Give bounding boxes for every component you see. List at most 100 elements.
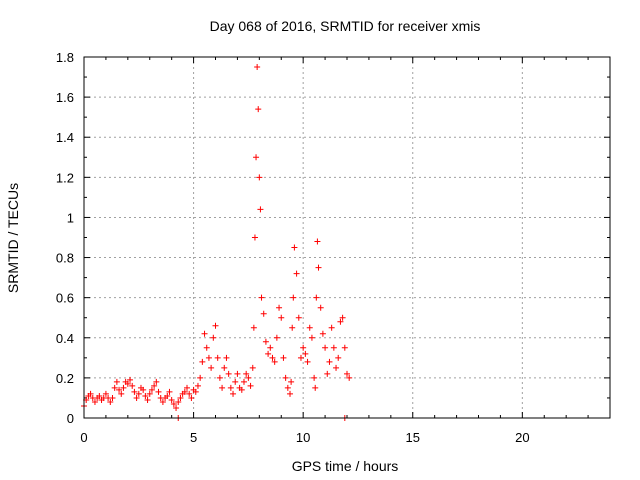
data-point	[133, 394, 140, 401]
data-point	[155, 388, 162, 395]
y-tick-label: 1.2	[56, 170, 74, 185]
data-point	[273, 334, 280, 341]
data-point	[260, 310, 267, 317]
data-point	[135, 390, 142, 397]
data-point	[302, 350, 309, 357]
data-point	[287, 390, 294, 397]
data-point	[212, 322, 219, 329]
y-tick-label: 0.4	[56, 331, 74, 346]
data-point	[284, 384, 291, 391]
data-point	[297, 354, 304, 361]
data-point	[295, 314, 302, 321]
data-point	[300, 344, 307, 351]
data-point	[262, 338, 269, 345]
data-point	[116, 386, 123, 393]
data-point	[199, 358, 206, 365]
x-tick-label: 5	[190, 430, 197, 445]
y-tick-label: 0.6	[56, 291, 74, 306]
data-point	[308, 334, 315, 341]
data-point	[205, 354, 212, 361]
data-point	[188, 394, 195, 401]
data-point	[289, 324, 296, 331]
data-point	[255, 106, 262, 113]
data-point	[269, 354, 276, 361]
data-point	[186, 390, 193, 397]
data-point	[333, 364, 340, 371]
data-point	[153, 378, 160, 385]
data-point	[177, 394, 184, 401]
data-point	[319, 330, 326, 337]
data-point	[326, 358, 333, 365]
data-point	[166, 388, 173, 395]
data-point	[250, 324, 257, 331]
data-point	[344, 370, 350, 377]
y-tick-label: 1	[67, 210, 74, 225]
data-point	[249, 364, 256, 371]
data-point	[197, 374, 204, 381]
data-point	[346, 374, 353, 381]
data-point	[290, 294, 297, 301]
data-point	[339, 314, 346, 321]
data-point	[175, 398, 182, 405]
data-point	[91, 398, 98, 405]
data-point	[221, 364, 228, 371]
data-point	[109, 394, 116, 401]
data-point	[140, 386, 147, 393]
data-point	[148, 386, 155, 393]
data-point	[102, 390, 109, 397]
y-axis-label: SRMTID / TECUs	[5, 183, 21, 293]
data-point	[288, 378, 295, 385]
data-point	[341, 344, 348, 351]
data-point	[223, 354, 230, 361]
y-tick-label: 1.4	[56, 130, 74, 145]
data-point	[214, 354, 221, 361]
data-point	[142, 392, 149, 399]
data-point	[210, 334, 217, 341]
data-point	[254, 64, 261, 71]
data-point	[87, 390, 94, 397]
data-point	[271, 358, 278, 365]
axis-ticks: 0 0.2 0.4 0.6 0.8 1 1.2 1.4 1.6 1.8 0 5 10 15 20	[56, 50, 610, 445]
data-point	[291, 244, 298, 251]
data-point	[293, 270, 300, 277]
data-point	[265, 350, 272, 357]
grid	[84, 57, 610, 418]
x-tick-label: 15	[406, 430, 420, 445]
data-point	[280, 354, 287, 361]
data-point	[203, 344, 210, 351]
data-point	[146, 390, 153, 397]
data-points	[81, 64, 353, 421]
data-point	[306, 324, 313, 331]
data-point	[258, 294, 265, 301]
data-point	[282, 374, 289, 381]
data-point	[120, 384, 127, 391]
data-point	[247, 382, 254, 389]
data-point	[225, 370, 232, 377]
data-point	[251, 234, 258, 241]
data-point	[337, 318, 344, 325]
data-point	[330, 344, 337, 351]
data-point	[124, 380, 131, 387]
x-tick-label: 20	[515, 430, 529, 445]
data-point	[311, 374, 318, 381]
data-point	[194, 382, 201, 389]
data-point	[96, 392, 103, 399]
data-point	[253, 154, 260, 161]
y-tick-label: 0.2	[56, 371, 74, 386]
data-point	[276, 304, 283, 311]
data-point	[232, 378, 239, 385]
data-point	[201, 330, 208, 337]
data-point	[192, 388, 199, 395]
data-point	[113, 378, 120, 385]
data-point	[240, 378, 247, 385]
data-point	[317, 304, 324, 311]
data-point	[257, 206, 264, 213]
chart-title: Day 068 of 2016, SRMTID for receiver xmi…	[210, 18, 481, 34]
data-point	[234, 370, 241, 377]
y-tick-label: 0.8	[56, 251, 74, 266]
data-point	[118, 390, 125, 397]
data-point	[335, 354, 342, 361]
data-point	[313, 294, 320, 301]
data-point	[267, 344, 274, 351]
